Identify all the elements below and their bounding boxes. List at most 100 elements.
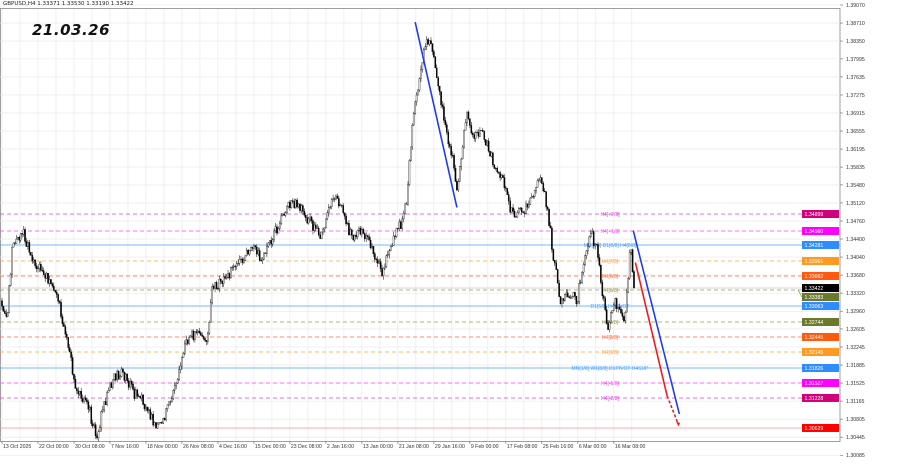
candle-body-down [143, 404, 146, 410]
grid [0, 4, 841, 456]
candle [60, 298, 62, 319]
candle-body-up [608, 322, 611, 330]
candle [66, 331, 68, 340]
candle-body-down [471, 132, 474, 135]
candle-body-up [148, 409, 150, 411]
candle [32, 256, 35, 264]
candle [473, 132, 475, 142]
candle-body-down [163, 418, 166, 421]
candle [338, 195, 340, 209]
candle [299, 203, 301, 214]
candle-body-down [315, 224, 317, 229]
candle-body-up [325, 218, 327, 228]
candle-body-up [290, 200, 293, 208]
candle-body-up [424, 46, 427, 50]
candle [399, 220, 402, 230]
price-tick-label: 1.35120 [846, 201, 865, 207]
candle-body-up [466, 111, 468, 123]
candle-body-down [57, 294, 59, 302]
candle [86, 397, 88, 405]
candle-body-down [359, 228, 362, 235]
time-tick-label: 30 Oct 08:00 [75, 444, 105, 450]
candle-body-down [394, 235, 396, 237]
level-label: H4[+1/8] [600, 229, 620, 235]
price-axis[interactable]: 1.39070 1.38710 1.38350 1.37995 1.37635 1.372… [840, 3, 865, 459]
level-label: H4[5/8] [602, 288, 619, 294]
level-label: MN[1/8] W1[8/8] D1PIVOT H4SUP [572, 366, 650, 372]
candle-body-up [48, 279, 51, 284]
candle-body-down [142, 394, 144, 405]
candle [271, 237, 274, 247]
trendline[interactable] [632, 230, 681, 415]
candle [77, 387, 80, 398]
candle-body-up [382, 267, 385, 276]
candle-body-up [571, 296, 573, 299]
level-price-tag-text: 1.31826 [805, 366, 824, 372]
candle [459, 165, 461, 183]
time-axis[interactable]: 13 Oct 2025 22 Oct 00:00 30 Oct 08:00 7 Nov… [1, 441, 646, 450]
candle-body-up [518, 208, 520, 213]
candle [530, 193, 533, 199]
candle-body-up [207, 333, 209, 342]
candle [418, 77, 421, 93]
candle-body-down [598, 257, 601, 266]
candle-body-up [235, 263, 238, 267]
trendline[interactable] [414, 21, 458, 208]
price-tick-label: 1.33320 [846, 291, 865, 297]
candle-body-up [358, 228, 360, 231]
candle-body-up [231, 266, 234, 269]
candle [608, 320, 611, 333]
time-tick-label: 4 Dec 16:00 [219, 444, 247, 450]
candle [539, 174, 542, 183]
candle [503, 174, 506, 191]
candle-body-down [123, 372, 126, 381]
time-tick-label: 17 Feb 08:00 [507, 444, 538, 450]
time-tick-label: 18 Nov 00:00 [147, 444, 178, 450]
candle [286, 205, 288, 214]
candle [22, 226, 25, 237]
candle-body-up [125, 373, 127, 381]
candle [76, 387, 78, 395]
candle-body-up [165, 408, 167, 421]
candle-body-down [427, 39, 429, 45]
candle-body-up [417, 89, 419, 96]
candle-body-up [112, 379, 114, 388]
candle-body-up [414, 101, 416, 114]
candle-body-up [103, 401, 105, 410]
trendline[interactable] [634, 262, 668, 397]
candle-body-up [539, 177, 542, 181]
candle-body-down [5, 313, 8, 317]
candle-body-up [179, 365, 182, 370]
time-tick-label: 9 Feb 00:00 [471, 444, 499, 450]
candle [257, 247, 260, 257]
candle [391, 243, 393, 248]
candle-body-up [178, 369, 180, 380]
candle-body-up [225, 277, 228, 279]
candle [99, 424, 101, 432]
candle-body-up [211, 286, 213, 304]
candle [374, 251, 376, 263]
candle [326, 209, 329, 221]
candle-body-up [613, 304, 615, 311]
candle-body-up [286, 206, 288, 214]
trendlines[interactable] [414, 21, 681, 427]
candle [624, 310, 627, 324]
candle-body-up [245, 249, 248, 256]
candle [512, 203, 514, 214]
candle [408, 159, 411, 187]
candle [84, 394, 87, 402]
candle [453, 152, 455, 172]
candle [256, 244, 258, 257]
candle [561, 298, 563, 308]
candle [543, 188, 546, 193]
candle-body-up [173, 385, 176, 391]
candle [518, 207, 520, 214]
candle [83, 395, 85, 404]
candle [197, 329, 199, 336]
candle [175, 382, 177, 390]
candle-body-down [66, 334, 68, 338]
candle-body-up [410, 146, 412, 161]
candle-body-down [260, 260, 262, 262]
projection-line-dashed[interactable] [666, 395, 680, 426]
